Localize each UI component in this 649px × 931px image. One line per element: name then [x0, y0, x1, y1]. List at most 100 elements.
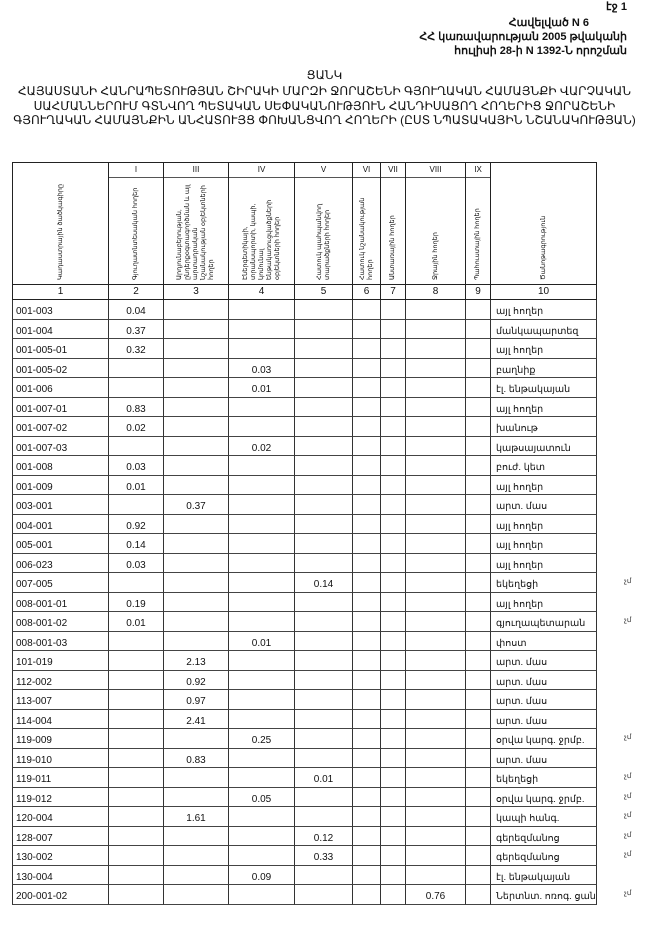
empty-cell [163, 573, 228, 593]
empty-cell [380, 729, 405, 749]
note: եկեղեցի [490, 768, 597, 788]
empty-cell [228, 553, 294, 573]
empty-cell [352, 690, 380, 710]
empty-cell [228, 397, 294, 417]
area-value: 0.12 [294, 826, 352, 846]
empty-cell [465, 768, 490, 788]
empty-cell [405, 495, 465, 515]
margin-mark: չմ [624, 831, 632, 839]
empty-cell [108, 865, 163, 885]
cadastral-code: 001-007-03 [12, 436, 108, 456]
empty-cell [405, 826, 465, 846]
empty-cell [380, 397, 405, 417]
empty-cell [228, 846, 294, 866]
column-roman: VI [353, 163, 380, 178]
empty-cell [228, 319, 294, 339]
column-number-row: 1 2 3 4 5 6 7 8 9 10 [12, 285, 597, 300]
note: խանութ [490, 417, 597, 437]
table-header-row: Կադաստրային ծածկագիրը I Գյուղատնտեսական հո… [12, 162, 597, 285]
cadastral-code: 114-004 [12, 709, 108, 729]
empty-cell [465, 709, 490, 729]
table-row: 008-001-03 0.01 փոստ [12, 631, 597, 651]
empty-cell [405, 748, 465, 768]
table-row: 003-001 0.37 արտ. մաս [12, 495, 597, 515]
cadastral-code: 006-023 [12, 553, 108, 573]
table-row: 008-001-02 0.01 գյուղապետարան [12, 612, 597, 632]
cadastral-code: 119-012 [12, 787, 108, 807]
empty-cell [352, 553, 380, 573]
empty-cell [380, 475, 405, 495]
empty-cell [465, 319, 490, 339]
empty-cell [352, 417, 380, 437]
table-row: 008-001-01 0.19 այլ հողեր [12, 592, 597, 612]
table-row: 130-004 0.09 էլ. ենթակայան [12, 865, 597, 885]
cadastral-code: 008-001-02 [12, 612, 108, 632]
empty-cell [163, 865, 228, 885]
empty-cell [108, 378, 163, 398]
column-label: Պահուստային հողեր [474, 208, 481, 280]
note: արտ. մաս [490, 495, 597, 515]
empty-cell [465, 300, 490, 320]
area-value: 0.09 [228, 865, 294, 885]
empty-cell [380, 553, 405, 573]
note: կապի հանգ. [490, 807, 597, 827]
cadastral-code: 007-005 [12, 573, 108, 593]
area-value: 0.37 [108, 319, 163, 339]
empty-cell [405, 436, 465, 456]
page-number: էջ 1 [606, 1, 627, 13]
empty-cell [465, 456, 490, 476]
note: գերեզմանոց [490, 826, 597, 846]
empty-cell [163, 768, 228, 788]
empty-cell [465, 748, 490, 768]
note: այլ հողեր [490, 397, 597, 417]
column-number: 9 [465, 285, 490, 299]
empty-cell [405, 475, 465, 495]
empty-cell [294, 534, 352, 554]
empty-cell [465, 495, 490, 515]
empty-cell [465, 573, 490, 593]
empty-cell [294, 319, 352, 339]
empty-cell [405, 631, 465, 651]
empty-cell [294, 495, 352, 515]
empty-cell [352, 885, 380, 905]
empty-cell [380, 787, 405, 807]
table-row: 007-005 0.14 եկեղեցի [12, 573, 597, 593]
empty-cell [465, 690, 490, 710]
column-header: VIII Ջրային հողեր [405, 163, 465, 284]
cadastral-code: 001-005-02 [12, 358, 108, 378]
empty-cell [163, 300, 228, 320]
note: բաղնիք [490, 358, 597, 378]
empty-cell [465, 631, 490, 651]
empty-cell [294, 651, 352, 671]
cadastral-code: 128-007 [12, 826, 108, 846]
note: արտ. մաս [490, 651, 597, 671]
margin-mark: չմ [624, 812, 632, 819]
column-label: Անտառային հողեր [389, 215, 396, 280]
empty-cell [352, 631, 380, 651]
empty-cell [228, 495, 294, 515]
empty-cell [380, 885, 405, 905]
note: այլ հողեր [490, 534, 597, 554]
empty-cell [163, 729, 228, 749]
empty-cell [228, 339, 294, 359]
area-value: 0.92 [108, 514, 163, 534]
column-roman: VII [381, 163, 405, 178]
empty-cell [294, 456, 352, 476]
cadastral-code: 005-001 [12, 534, 108, 554]
empty-cell [405, 592, 465, 612]
empty-cell [228, 456, 294, 476]
empty-cell [405, 417, 465, 437]
column-number: 1 [12, 285, 108, 299]
empty-cell [405, 573, 465, 593]
empty-cell [108, 670, 163, 690]
empty-cell [163, 514, 228, 534]
note: օրվա կարգ. ջրմբ. [490, 787, 597, 807]
empty-cell [352, 397, 380, 417]
note: գերեզմանոց [490, 846, 597, 866]
cadastral-code: 119-009 [12, 729, 108, 749]
empty-cell [228, 300, 294, 320]
note: արտ. մաս [490, 670, 597, 690]
area-value: 0.03 [108, 553, 163, 573]
table-row: 001-007-03 0.02 կաթսայատուն [12, 436, 597, 456]
